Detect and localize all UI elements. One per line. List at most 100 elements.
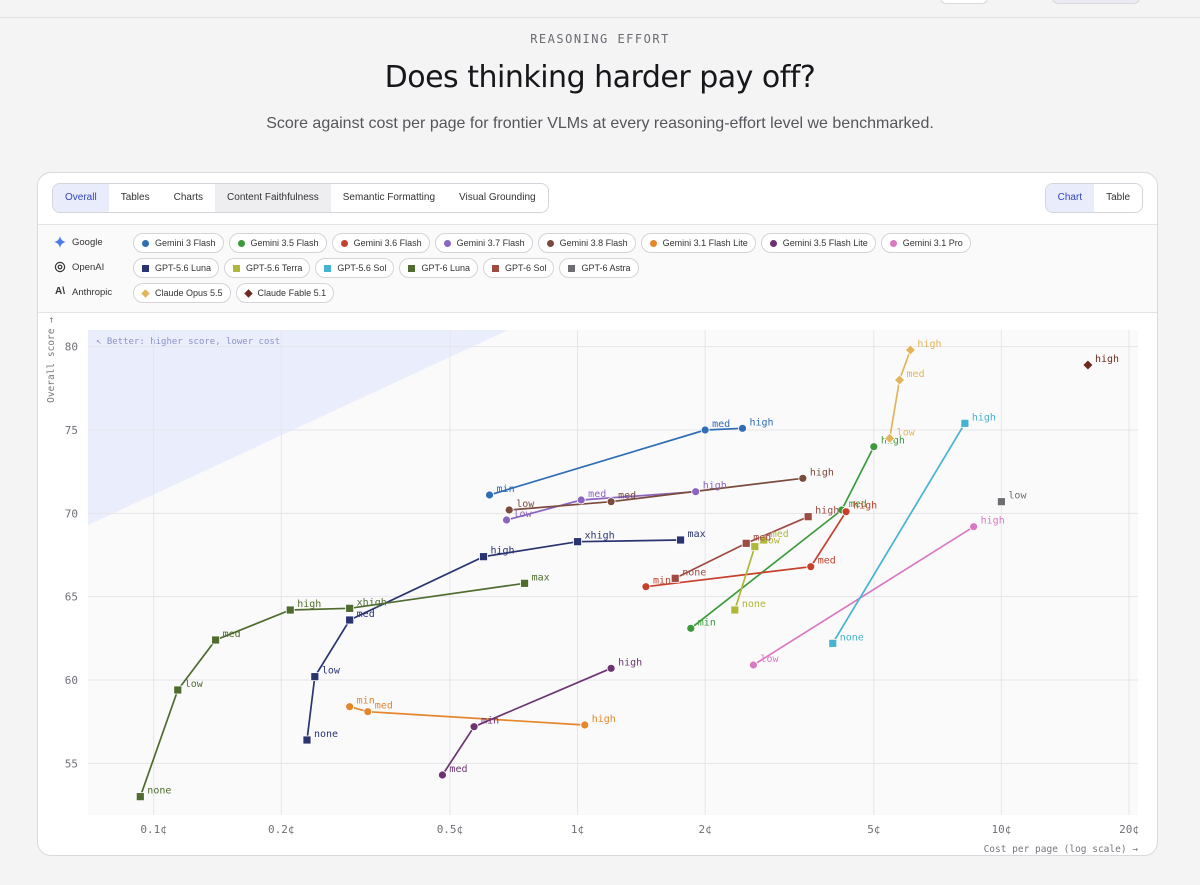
anthropic-model-chips: Claude Opus 5.5 Claude Fable 5.1: [133, 283, 335, 303]
data-label: med: [771, 529, 789, 540]
x-tick-label: 20¢: [1119, 823, 1139, 836]
square-marker-icon: [142, 264, 149, 272]
section-eyebrow: REASONING EFFORT: [530, 32, 670, 46]
series-line-gpt-6-luna: [139, 582, 525, 797]
data-label: min: [497, 484, 515, 495]
legend-chip-label: Gemini 3 Flash: [155, 238, 216, 248]
data-label: low: [516, 499, 535, 510]
data-point: [580, 720, 590, 730]
circle-marker-icon: [237, 239, 245, 247]
data-label: med: [223, 629, 241, 640]
legend-chip-label: GPT-6 Astra: [581, 263, 631, 273]
data-label: high: [981, 516, 1005, 527]
square-marker-icon: [491, 264, 499, 272]
data-point: [173, 685, 183, 695]
legend-chip-gemini-3-1-flash-lite[interactable]: Gemini 3.1 Flash Lite: [640, 233, 756, 253]
legend-chip-label: GPT-6 Sol: [504, 263, 547, 273]
nav-button[interactable]: [1052, 0, 1140, 4]
legend-chip-gemini-3-6-flash[interactable]: Gemini 3.6 Flash: [331, 233, 430, 253]
data-point: [310, 672, 320, 682]
series-line-gpt-5-6-luna: [306, 539, 681, 741]
legend-chip-gpt-6-sol[interactable]: GPT-6 Sol: [482, 258, 555, 278]
legend-chip-label: Claude Fable 5.1: [257, 288, 327, 298]
data-label: high: [618, 657, 642, 668]
legend-chip-gemini-3-5-flash[interactable]: Gemini 3.5 Flash: [228, 233, 327, 253]
data-label: none: [147, 786, 171, 797]
tab-content-faithfulness[interactable]: Content Faithfulness: [215, 184, 331, 212]
provider-openai: OpenAI: [54, 258, 104, 276]
data-point: [798, 473, 808, 483]
data-label: high: [853, 501, 877, 512]
tab-charts[interactable]: Charts: [173, 192, 204, 203]
data-label: med: [588, 489, 606, 500]
data-point: [285, 605, 295, 615]
data-label: high: [815, 506, 839, 517]
tab-overall[interactable]: Overall: [53, 184, 109, 212]
data-label: med: [818, 556, 836, 567]
square-marker-icon: [324, 264, 332, 272]
legend-chip-gpt-6-luna[interactable]: GPT-6 Luna: [399, 258, 478, 278]
data-point: [904, 344, 917, 356]
data-label: high: [297, 599, 321, 610]
data-label: high: [881, 436, 905, 447]
data-label: low: [185, 679, 204, 690]
x-tick-label: 10¢: [991, 823, 1011, 836]
data-point: [730, 605, 740, 615]
data-point: [438, 770, 447, 780]
legend-chip-gemini-3-5-flash-lite[interactable]: Gemini 3.5 Flash Lite: [760, 233, 876, 253]
data-label: none: [742, 599, 766, 610]
x-tick-label: 2¢: [699, 823, 712, 836]
data-point: [759, 535, 769, 545]
data-label: min: [481, 716, 499, 727]
data-label: med: [849, 499, 867, 510]
x-tick-label: 0.5¢: [437, 823, 464, 836]
data-point: [211, 635, 221, 645]
circle-marker-icon: [769, 239, 777, 247]
square-marker-icon: [568, 264, 576, 272]
legend-chip-gpt-5-6-luna[interactable]: GPT-5.6 Luna: [133, 258, 220, 278]
table-view-button[interactable]: Table: [1106, 192, 1130, 203]
legend-chip-label: GPT-6 Luna: [421, 263, 470, 273]
y-tick-label: 60: [65, 674, 78, 687]
legend-chip-gemini-3-flash[interactable]: Gemini 3 Flash: [133, 233, 224, 253]
data-point: [641, 582, 651, 592]
tab-semantic-formatting[interactable]: Semantic Formatting: [342, 192, 436, 203]
data-label: xhigh: [357, 597, 387, 608]
chart-view-button[interactable]: Chart: [1045, 184, 1095, 212]
provider-label: Anthropic: [72, 286, 113, 298]
nav-button[interactable]: [940, 0, 988, 4]
data-label: min: [653, 576, 671, 587]
tab-visual-grounding[interactable]: Visual Grounding: [459, 192, 536, 203]
metric-tabs: Overall Tables Charts Content Faithfulne…: [52, 183, 549, 213]
legend-chip-claude-fable-5-1[interactable]: Claude Fable 5.1: [235, 283, 335, 303]
legend-chip-gpt-5-6-terra[interactable]: GPT-5.6 Terra: [224, 258, 311, 278]
data-point: [670, 573, 680, 583]
legend-chip-gpt-6-astra[interactable]: GPT-6 Astra: [559, 258, 639, 278]
data-point: [803, 512, 813, 522]
data-point: [749, 660, 758, 670]
data-point: [869, 442, 879, 452]
data-point: [345, 603, 355, 613]
y-tick-label: 65: [65, 591, 78, 604]
data-point: [573, 537, 582, 547]
legend-chip-gemini-3-7-flash[interactable]: Gemini 3.7 Flash: [434, 233, 533, 253]
gemini-star-icon: [54, 236, 66, 248]
openai-model-chips: GPT-5.6 Luna GPT-5.6 Terra GPT-5.6 Sol GPT-…: [133, 258, 639, 278]
data-label: med: [907, 369, 925, 380]
legend-chip-claude-opus-5-5[interactable]: Claude Opus 5.5: [133, 283, 231, 303]
data-point: [479, 552, 488, 562]
x-tick-label: 0.1¢: [140, 823, 167, 836]
data-point: [606, 663, 616, 673]
square-marker-icon: [408, 264, 416, 272]
data-label: high: [749, 417, 773, 428]
data-label: low: [897, 427, 916, 438]
data-label: high: [972, 412, 996, 423]
legend-chip-gemini-3-1-pro[interactable]: Gemini 3.1 Pro: [880, 233, 971, 253]
data-label: high: [1095, 354, 1119, 365]
circle-marker-icon: [889, 239, 897, 247]
tab-tables[interactable]: Tables: [120, 192, 150, 203]
x-tick-label: 0.2¢: [268, 823, 295, 836]
data-label: min: [698, 617, 716, 628]
legend-chip-gemini-3-8-flash[interactable]: Gemini 3.8 Flash: [537, 233, 636, 253]
legend-chip-gpt-5-6-sol[interactable]: GPT-5.6 Sol: [315, 258, 395, 278]
